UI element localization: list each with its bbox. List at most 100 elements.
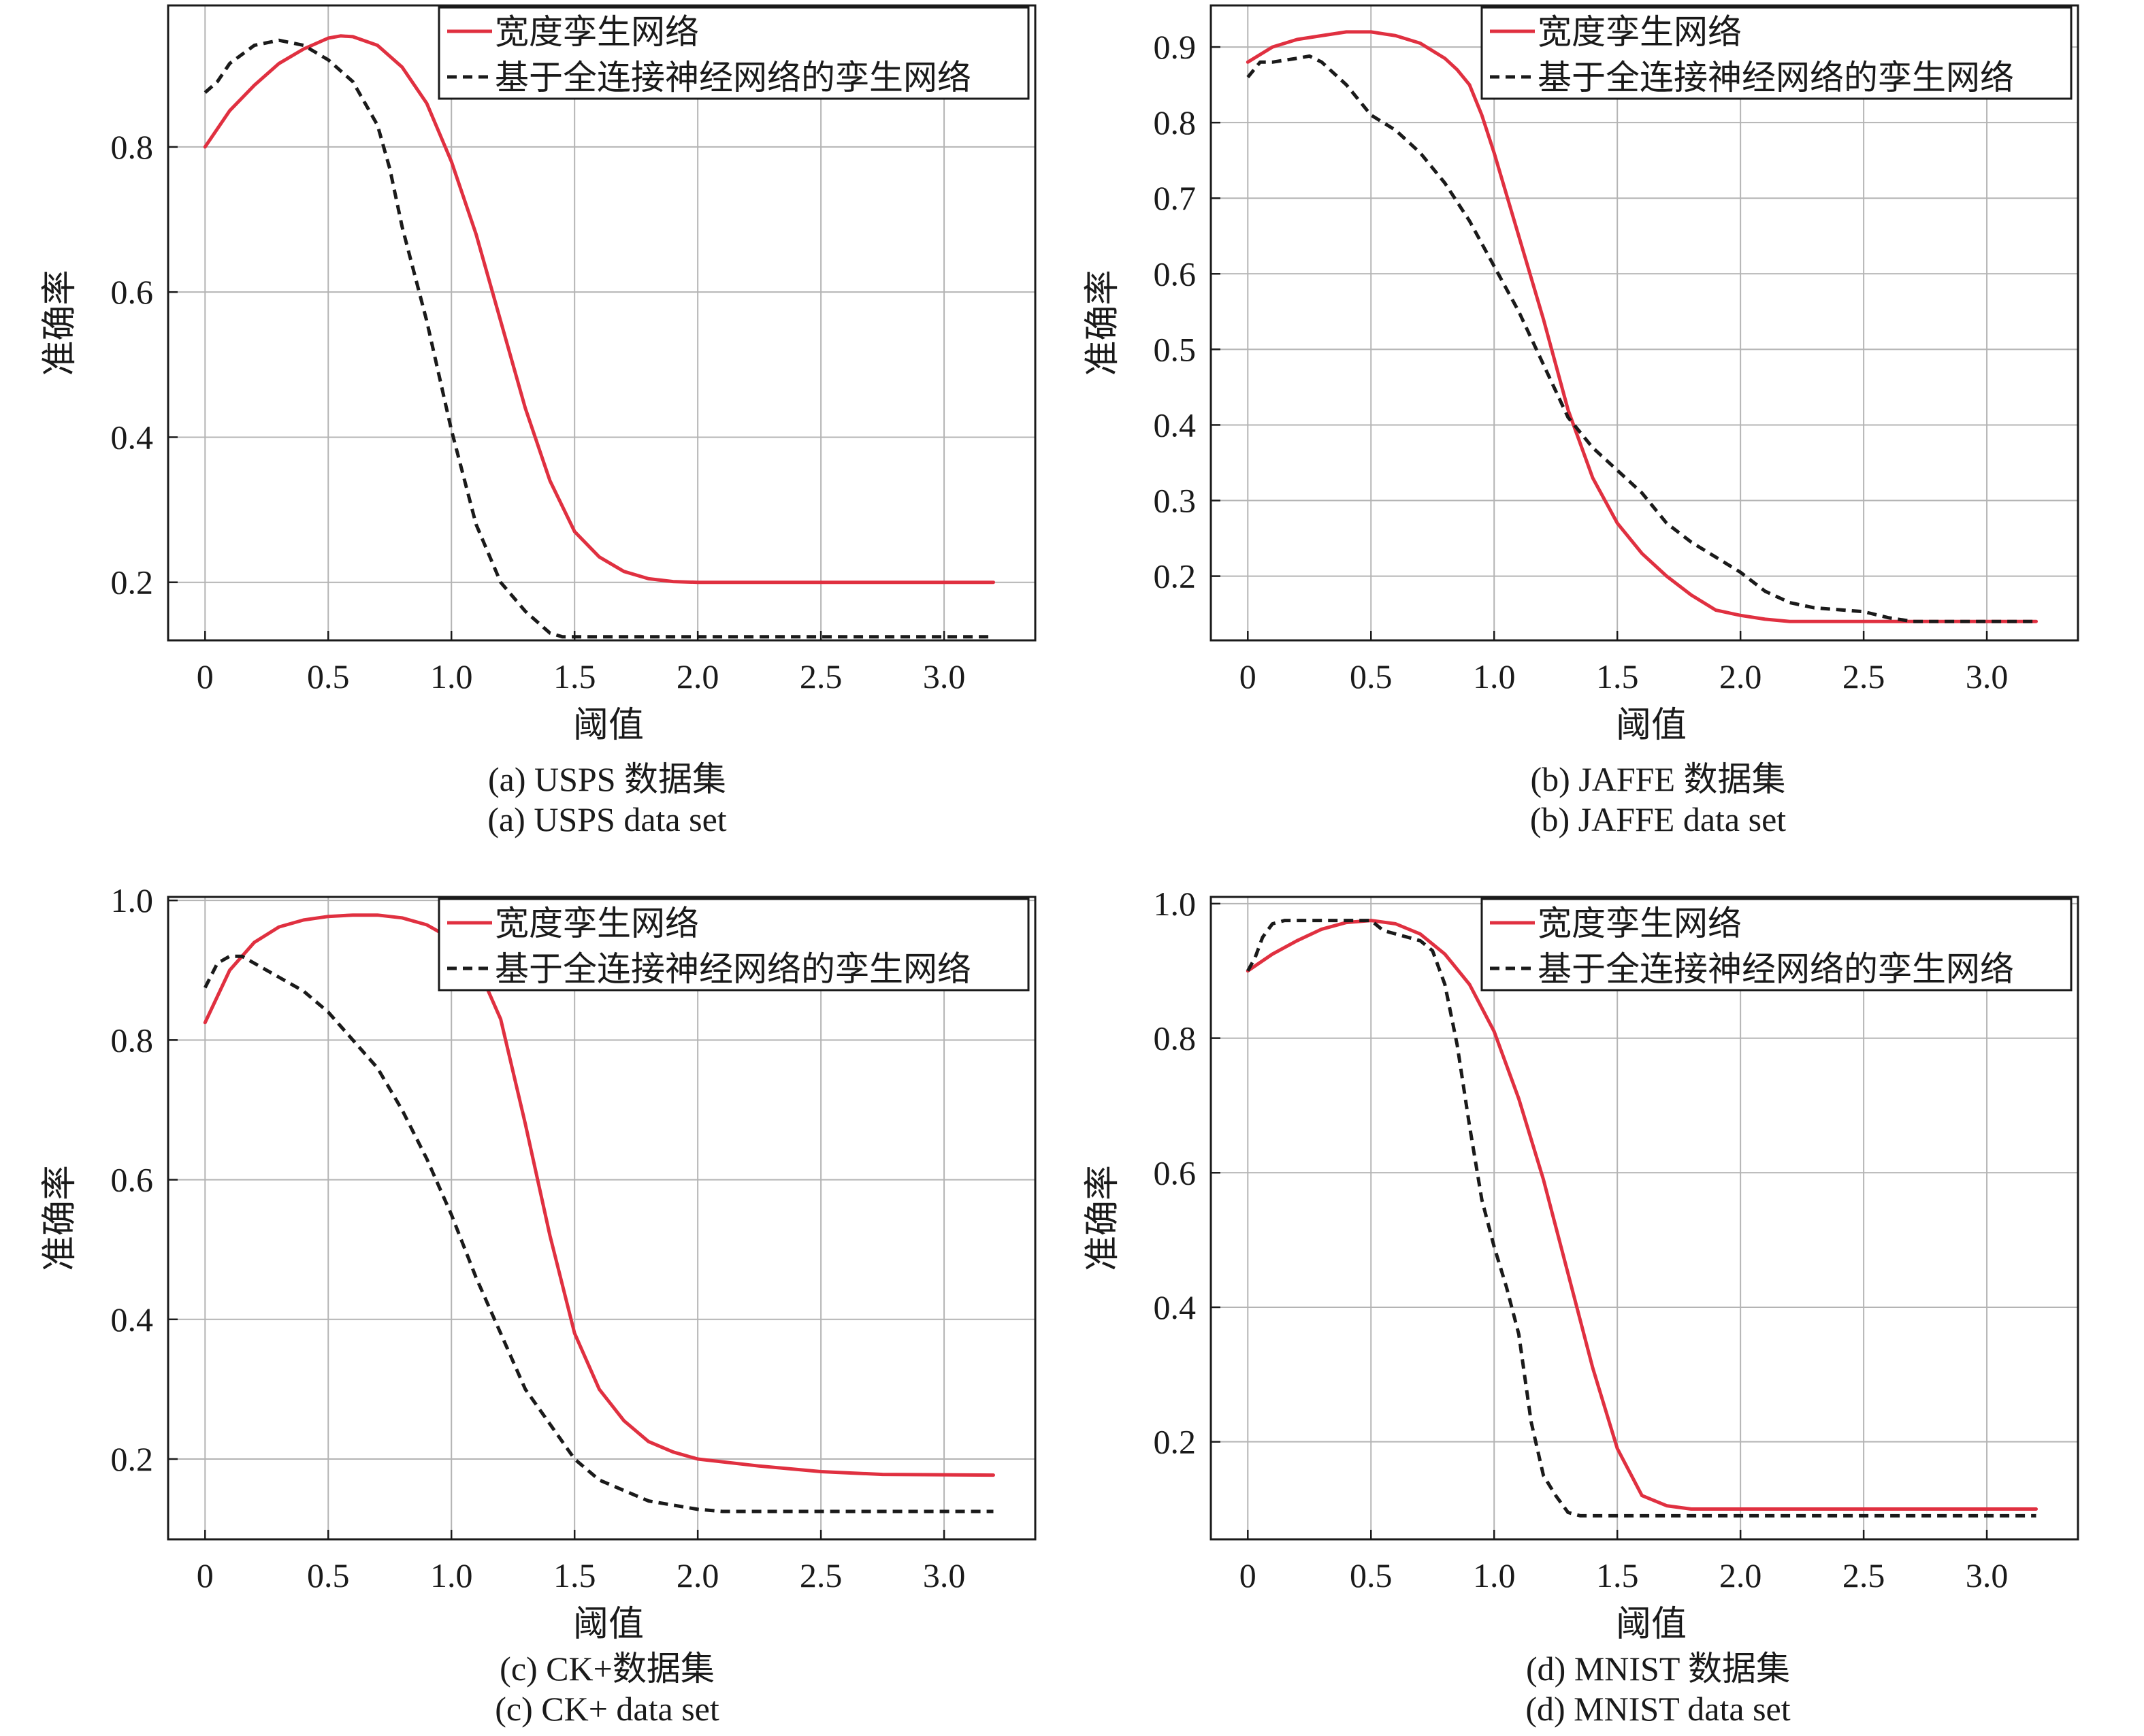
y-tick-label: 0.2	[1154, 557, 1197, 595]
x-tick-label: 2.5	[800, 657, 843, 695]
plot-frame	[167, 896, 1037, 1541]
x-tick-label: 1.0	[430, 657, 473, 695]
plot-frame	[1209, 896, 2079, 1541]
x-tick-label: 0.5	[307, 1556, 350, 1594]
caption-cn-d: (d) MNIST 数据集	[1526, 1650, 1790, 1688]
y-tick-label: 0.9	[1154, 28, 1197, 66]
y-tick-label: 0.2	[1154, 1423, 1197, 1461]
caption-en-d: (d) MNIST data set	[1525, 1690, 1791, 1728]
y-tick-label: 1.0	[111, 881, 154, 919]
series-line-fc-d	[1246, 919, 2036, 1518]
caption-en-a: (a) USPS data set	[487, 800, 727, 838]
y-tick-label: 0.4	[111, 418, 154, 456]
y-axis-label: 准确率	[1084, 269, 1122, 376]
y-tick-label: 0.8	[1154, 1019, 1197, 1058]
y-tick-label: 0.3	[1154, 482, 1197, 520]
y-axis-label: 准确率	[41, 269, 80, 376]
legend-label: 基于全连接神经网络的孪生网络	[1538, 59, 2014, 97]
x-axis-label: 阈值	[573, 706, 644, 745]
caption-en-b: (b) JAFFE data set	[1529, 800, 1787, 838]
x-tick-label: 1.5	[1596, 1556, 1639, 1594]
x-tick-label: 1.5	[1596, 657, 1639, 695]
series-line-broad-b	[1246, 30, 2038, 623]
x-tick-label: 0.5	[1350, 657, 1393, 695]
x-tick-label: 0.5	[1350, 1556, 1393, 1594]
y-tick-label: 0.8	[1154, 103, 1197, 142]
caption-cn-a: (a) USPS 数据集	[487, 760, 727, 798]
series-line-fc-c	[204, 954, 994, 1513]
plot-frame	[167, 4, 1037, 642]
x-tick-label: 1.0	[430, 1556, 473, 1594]
plot-frame	[1209, 4, 2079, 642]
legend-box	[438, 6, 1030, 100]
x-tick-label: 0	[1239, 657, 1256, 695]
chart-panel-b: 0 0.5 1.0 1.5 2.0 2.5 3.0 0.2 0.3 0.4 0.5 0.6 0.7 0.8…	[1084, 4, 2079, 745]
x-tick-label: 2.5	[1842, 657, 1885, 695]
x-tick-label: 1.5	[553, 1556, 596, 1594]
x-tick-label: 3.0	[1966, 657, 2009, 695]
x-tick-label: 3.0	[1966, 1556, 2009, 1594]
x-tick-label: 0.5	[307, 657, 350, 695]
caption-cn-b: (b) JAFFE 数据集	[1530, 760, 1786, 798]
y-tick-label: 0.5	[1154, 330, 1197, 368]
x-tick-label: 2.0	[1719, 657, 1762, 695]
x-tick-label: 1.5	[553, 657, 596, 695]
y-tick-label: 0.4	[1154, 1288, 1197, 1326]
chart-panel-a: 0 0.5 1.0 1.5 2.0 2.5 3.0 0.2 0.4 0.6 0.8 阈值 准确率 宽度孪生…	[41, 4, 1037, 745]
y-axis-label: 准确率	[41, 1165, 80, 1271]
x-tick-label: 3.0	[923, 657, 966, 695]
x-tick-label: 2.0	[1719, 1556, 1762, 1594]
y-tick-label: 0.4	[1154, 406, 1197, 444]
y-tick-label: 0.4	[111, 1300, 154, 1339]
y-tick-label: 0.6	[111, 273, 154, 311]
x-tick-label: 0	[197, 1556, 214, 1594]
y-tick-label: 0.6	[1154, 255, 1197, 293]
legend-box	[1480, 6, 2073, 100]
x-tick-label: 1.0	[1473, 1556, 1516, 1594]
y-axis-label: 准确率	[1084, 1165, 1122, 1271]
series-line-broad-d	[1246, 919, 2038, 1511]
x-tick-label: 1.0	[1473, 657, 1516, 695]
y-tick-label: 0.2	[111, 563, 154, 602]
y-tick-label: 0.8	[111, 1021, 154, 1059]
series-line-fc-a	[204, 38, 994, 639]
y-tick-label: 0.6	[111, 1161, 154, 1199]
legend-box	[1480, 898, 2073, 992]
legend-label: 宽度孪生网络	[495, 904, 699, 943]
x-axis-label: 阈值	[573, 1605, 644, 1644]
caption-en-c: (c) CK+ data set	[495, 1690, 719, 1728]
series-line-fc-b	[1246, 54, 2036, 623]
chart-panel-c: 0 0.5 1.0 1.5 2.0 2.5 3.0 0.2 0.4 0.6 0.8 1.0 阈值 准确率 宽…	[41, 881, 1037, 1644]
y-tick-label: 0.2	[111, 1440, 154, 1478]
legend-label: 宽度孪生网络	[1538, 13, 1742, 51]
legend-label: 基于全连接神经网络的孪生网络	[1538, 950, 2014, 988]
caption-cn-c: (c) CK+数据集	[500, 1650, 715, 1688]
series-line-broad-c	[203, 913, 995, 1477]
y-tick-label: 0.8	[111, 128, 154, 166]
legend-label: 基于全连接神经网络的孪生网络	[495, 950, 971, 988]
legend-label: 宽度孪生网络	[495, 13, 699, 51]
y-tick-label: 0.7	[1154, 179, 1197, 217]
x-tick-label: 2.5	[1842, 1556, 1885, 1594]
chart-panel-d: 0 0.5 1.0 1.5 2.0 2.5 3.0 0.2 0.4 0.6 0.8 1.0 阈值 准确率 宽…	[1084, 885, 2079, 1644]
legend-label: 宽度孪生网络	[1538, 904, 1742, 943]
x-tick-label: 2.0	[677, 1556, 719, 1594]
x-tick-label: 3.0	[923, 1556, 966, 1594]
series-line-broad-a	[203, 34, 995, 585]
x-axis-label: 阈值	[1616, 1605, 1687, 1644]
legend-box	[438, 898, 1030, 992]
x-tick-label: 2.0	[677, 657, 719, 695]
y-tick-label: 1.0	[1154, 885, 1197, 923]
legend-label: 基于全连接神经网络的孪生网络	[495, 59, 971, 97]
x-axis-label: 阈值	[1616, 706, 1687, 745]
y-tick-label: 0.6	[1154, 1153, 1197, 1192]
x-tick-label: 0	[1239, 1556, 1256, 1594]
x-tick-label: 0	[197, 657, 214, 695]
x-tick-label: 2.5	[800, 1556, 843, 1594]
